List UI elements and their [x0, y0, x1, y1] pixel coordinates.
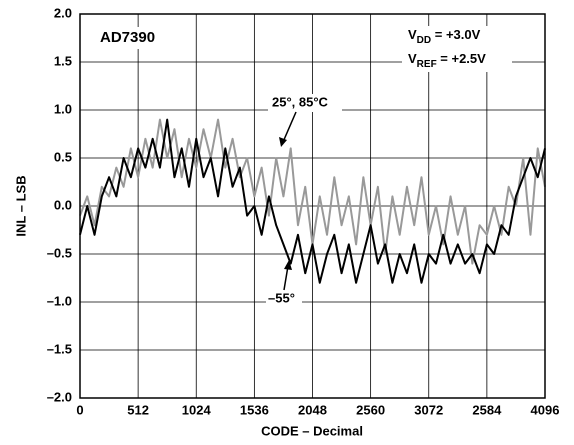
annotation: VDD = +3.0V — [408, 27, 481, 45]
y-tick-label: 2.0 — [54, 5, 72, 20]
x-axis-label: CODE – Decimal — [261, 423, 363, 438]
annotation: AD7390 — [100, 29, 155, 46]
y-tick-label: 0.5 — [54, 149, 72, 164]
y-tick-label: 1.5 — [54, 53, 72, 68]
x-tick-label: 2048 — [298, 402, 327, 417]
annotation: VREF = +2.5V — [408, 51, 486, 69]
lines — [79, 118, 546, 284]
label-bg — [96, 27, 170, 49]
y-tick-label: 1.0 — [54, 101, 72, 116]
y-tick-label: –1.0 — [47, 293, 72, 308]
x-tick-label: 1536 — [240, 402, 269, 417]
x-tick-label: 2560 — [356, 402, 385, 417]
x-tick-label: 3072 — [414, 402, 443, 417]
y-tick-label: –1.5 — [47, 341, 72, 356]
arrowhead — [284, 260, 292, 270]
y-tick-label: –0.5 — [47, 245, 72, 260]
series-line — [79, 118, 546, 284]
series-label: –55° — [268, 290, 295, 305]
x-tick-label: 4096 — [531, 402, 560, 417]
plot-frame — [79, 13, 546, 399]
arrow — [283, 265, 289, 291]
x-tick-label: 2584 — [472, 402, 502, 417]
arrowhead — [279, 137, 287, 147]
x-tick-label: 512 — [127, 402, 149, 417]
x-tick-label: 1024 — [182, 402, 212, 417]
arrow — [282, 111, 297, 143]
y-axis-label: INL – LSB — [13, 175, 28, 236]
label-bg — [266, 290, 302, 308]
y-tick-label: –2.0 — [47, 389, 72, 404]
series-label: 25°, 85°C — [272, 94, 329, 109]
label-bg — [402, 26, 512, 72]
label-bg — [268, 94, 342, 112]
x-tick-label: 0 — [76, 402, 83, 417]
y-tick-label: 0.0 — [54, 197, 72, 212]
